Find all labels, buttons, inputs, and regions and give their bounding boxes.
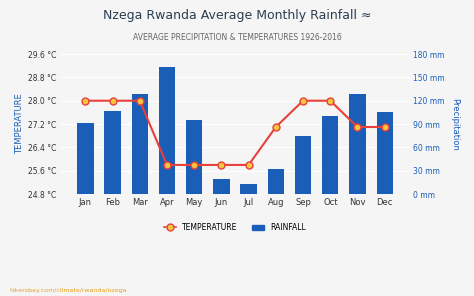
Text: hikersbay.com/climate/rwanda/nzega: hikersbay.com/climate/rwanda/nzega (9, 288, 127, 293)
Point (136, 98, 144, 103)
Point (354, 125, 361, 129)
Bar (132, 94, 148, 194)
Legend: TEMPERATURE, RAINFALL: TEMPERATURE, RAINFALL (161, 220, 309, 235)
Point (381, 125, 389, 129)
Point (109, 98, 116, 103)
Point (245, 163, 253, 167)
Bar (322, 116, 338, 194)
Point (272, 125, 280, 129)
Bar (268, 169, 284, 194)
Bar (77, 123, 93, 194)
Bar (104, 111, 121, 194)
Point (191, 163, 198, 167)
Text: AVERAGE PRECIPITATION & TEMPERATURES 1926-2016: AVERAGE PRECIPITATION & TEMPERATURES 192… (133, 33, 341, 41)
Point (299, 98, 307, 103)
Bar (349, 94, 365, 194)
Point (163, 163, 171, 167)
Bar (186, 120, 202, 194)
Point (218, 163, 225, 167)
Bar (159, 67, 175, 194)
Y-axis label: Precipitation: Precipitation (450, 98, 459, 150)
Point (327, 98, 334, 103)
Bar (376, 112, 393, 194)
Point (82, 98, 89, 103)
Bar (213, 178, 229, 194)
Text: Nzega Rwanda Average Monthly Rainfall ≈: Nzega Rwanda Average Monthly Rainfall ≈ (103, 9, 371, 22)
Bar (295, 136, 311, 194)
Y-axis label: TEMPERATURE: TEMPERATURE (15, 94, 24, 155)
Bar (240, 184, 257, 194)
